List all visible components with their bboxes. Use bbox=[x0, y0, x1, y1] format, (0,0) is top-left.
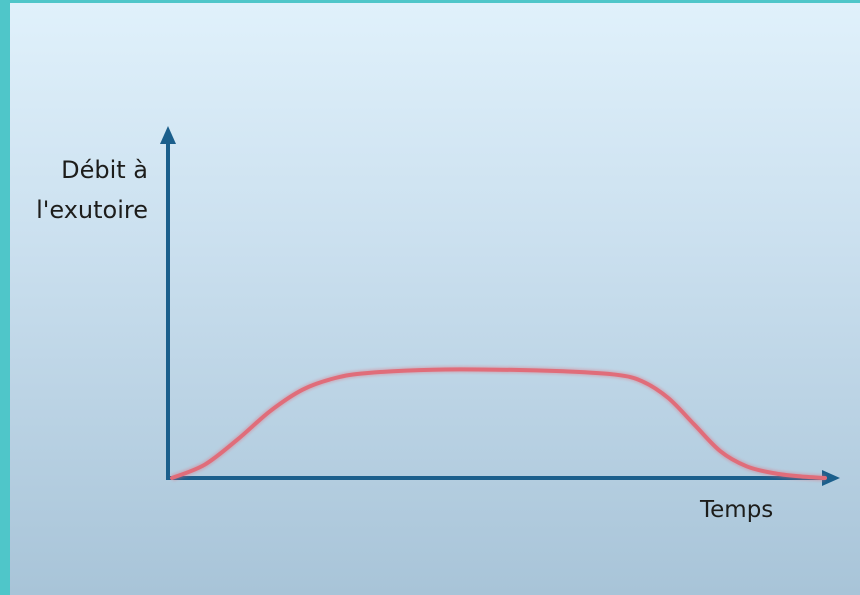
discharge-curve bbox=[170, 367, 827, 480]
y-axis-label-line-1: Débit à bbox=[61, 156, 148, 184]
y-axis-label-line-2: l'exutoire bbox=[36, 196, 148, 224]
x-axis-arrow bbox=[822, 470, 840, 486]
y-axis-arrow bbox=[160, 126, 176, 144]
y-axis-label: Débit à l'exutoire bbox=[8, 150, 148, 230]
x-axis-label: Temps bbox=[700, 497, 774, 523]
discharge-curve-glow bbox=[170, 365, 826, 482]
